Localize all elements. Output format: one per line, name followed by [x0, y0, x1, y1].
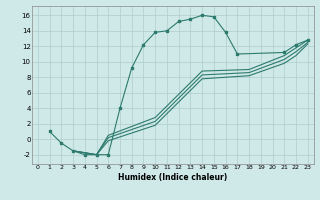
X-axis label: Humidex (Indice chaleur): Humidex (Indice chaleur): [118, 173, 228, 182]
